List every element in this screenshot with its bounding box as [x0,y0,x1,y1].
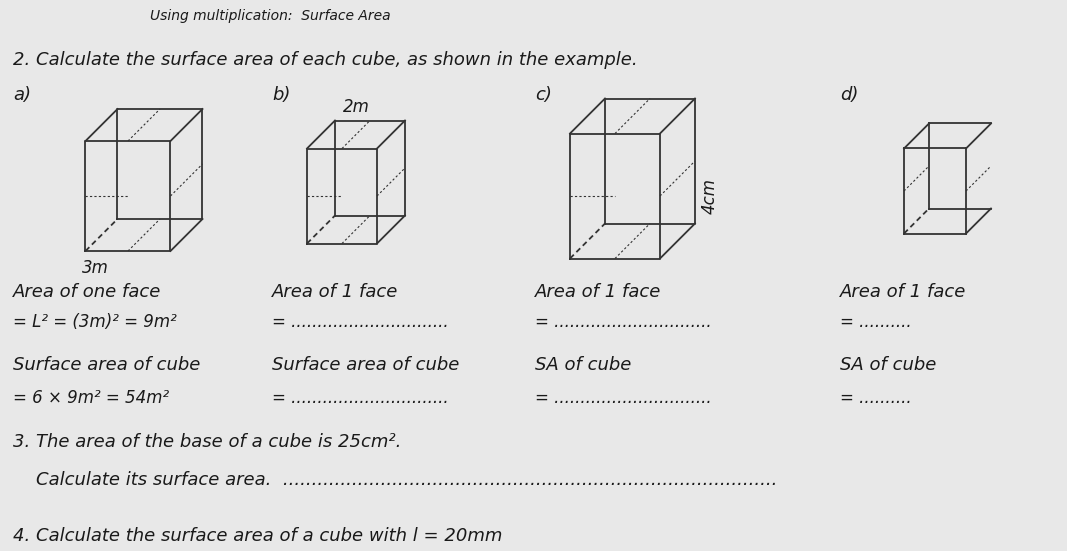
Text: 4cm: 4cm [701,178,719,214]
Text: = ..............................: = .............................. [272,389,448,407]
Text: c): c) [535,86,552,104]
Text: Area of 1 face: Area of 1 face [272,283,398,301]
Text: = ..........: = .......... [840,313,911,331]
Text: d): d) [840,86,858,104]
Text: SA of cube: SA of cube [840,356,937,374]
Text: 2. Calculate the surface area of each cube, as shown in the example.: 2. Calculate the surface area of each cu… [13,51,638,69]
Text: Using multiplication:  Surface Area: Using multiplication: Surface Area [150,9,391,23]
Text: Surface area of cube: Surface area of cube [272,356,460,374]
Text: Calculate its surface area.  ...................................................: Calculate its surface area. ............… [13,471,778,489]
Text: Surface area of cube: Surface area of cube [13,356,201,374]
Text: SA of cube: SA of cube [535,356,632,374]
Text: Area of 1 face: Area of 1 face [840,283,967,301]
Text: Area of one face: Area of one face [13,283,161,301]
Text: 3. The area of the base of a cube is 25cm².: 3. The area of the base of a cube is 25c… [13,433,401,451]
Text: Area of 1 face: Area of 1 face [535,283,662,301]
Text: 4. Calculate the surface area of a cube with l = 20mm: 4. Calculate the surface area of a cube … [13,527,503,545]
Text: a): a) [13,86,31,104]
Text: = L² = (3m)² = 9m²: = L² = (3m)² = 9m² [13,313,177,331]
Text: b): b) [272,86,290,104]
Text: = 6 × 9m² = 54m²: = 6 × 9m² = 54m² [13,389,170,407]
Text: 3m: 3m [82,259,109,277]
Text: 2m: 2m [343,99,369,116]
Text: = ..............................: = .............................. [272,313,448,331]
Text: = ..............................: = .............................. [535,313,712,331]
Text: = ..........: = .......... [840,389,911,407]
Text: = ..............................: = .............................. [535,389,712,407]
